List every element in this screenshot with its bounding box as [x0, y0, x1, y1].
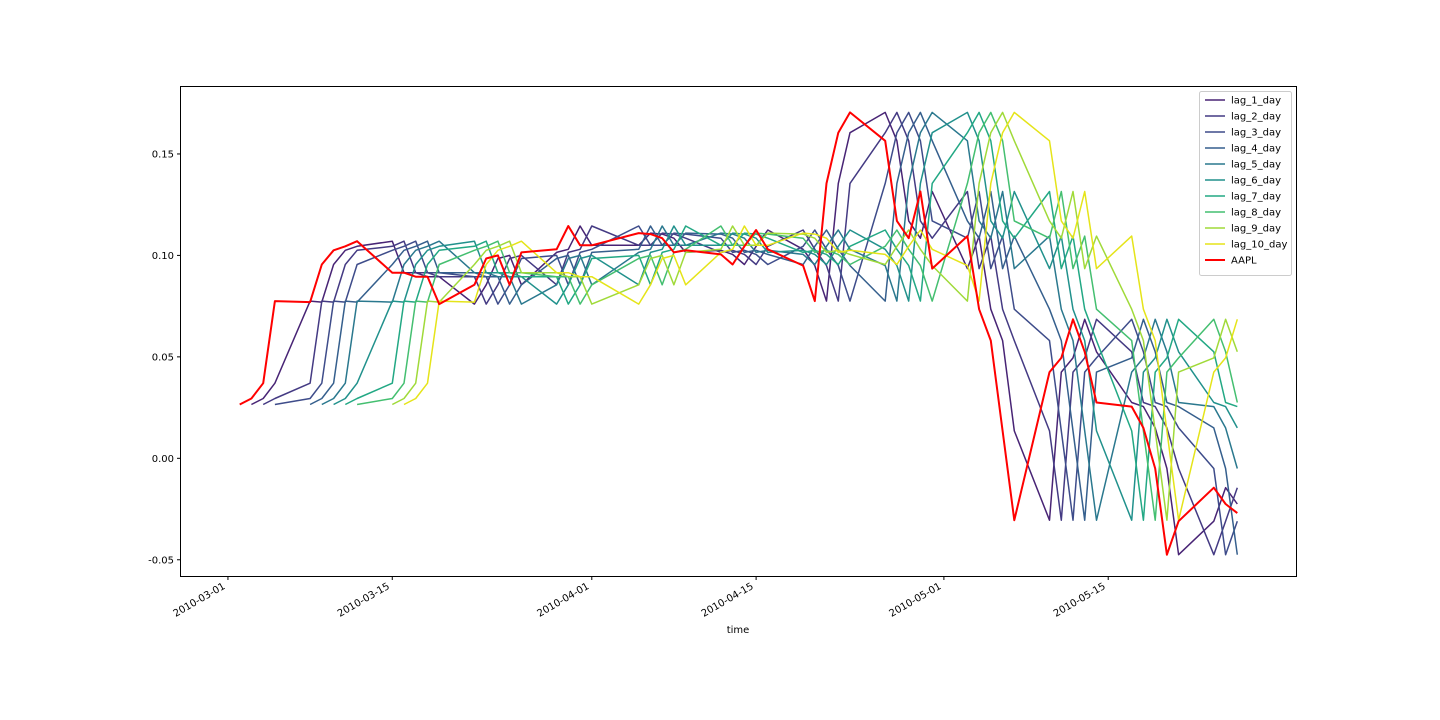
series-line-lag-7-day: [344, 111, 1238, 521]
legend-label-lag-2-day: lag_2_day: [1231, 112, 1281, 123]
x-tick-label: 2010-03-15: [336, 581, 392, 620]
x-tick-label: 2010-04-15: [700, 581, 756, 620]
series-line-lag-2-day: [262, 111, 1239, 556]
legend-label-lag-6-day: lag_6_day: [1231, 176, 1281, 187]
legend-box: [1199, 91, 1292, 276]
legend-label-lag-8-day: lag_8_day: [1231, 208, 1281, 219]
x-tick-label: 2010-05-15: [1052, 581, 1108, 620]
x-tick-label: 2010-05-01: [888, 581, 944, 620]
y-tick-label: 0.10: [152, 251, 174, 262]
y-tick-label: 0.00: [152, 454, 174, 465]
y-tick-label: 0.05: [152, 352, 174, 363]
legend-label-lag-4-day: lag_4_day: [1231, 144, 1281, 155]
legend-label-lag-3-day: lag_3_day: [1231, 128, 1281, 139]
x-axis-title: time: [727, 625, 750, 636]
legend-label-lag-1-day: lag_1_day: [1231, 96, 1281, 107]
series-line-lag-5-day: [321, 111, 1239, 521]
series-line-lag-3-day: [274, 111, 1239, 556]
series-lines: [239, 111, 1239, 556]
x-axis: 2010-03-01 2010-03-15 2010-04-01 2010-04-15…: [172, 576, 1109, 620]
legend-label-lag-9-day: lag_9_day: [1231, 224, 1281, 235]
series-line-aapl: [239, 111, 1238, 556]
series-line-lag-8-day: [356, 111, 1239, 521]
y-tick-label: -0.05: [148, 555, 174, 566]
legend: lag_1_day lag_2_day lag_3_day lag_4_day lag_…: [1199, 91, 1292, 276]
y-tick-label: 0.15: [152, 149, 174, 160]
series-line-lag-4-day: [309, 111, 1239, 555]
plot-area-frame: [180, 86, 1297, 577]
x-tick-label: 2010-04-01: [535, 581, 591, 620]
legend-label-lag-5-day: lag_5_day: [1231, 160, 1281, 171]
legend-label-aapl: AAPL: [1231, 256, 1257, 267]
series-line-lag-10-day: [403, 111, 1239, 521]
y-axis: -0.05 0.00 0.05 0.10 0.15: [148, 149, 181, 566]
x-tick-label: 2010-03-01: [172, 581, 228, 620]
legend-label-lag-10-day: lag_10_day: [1231, 240, 1287, 251]
legend-label-lag-7-day: lag_7_day: [1231, 192, 1281, 203]
series-line-lag-6-day: [333, 111, 1238, 521]
